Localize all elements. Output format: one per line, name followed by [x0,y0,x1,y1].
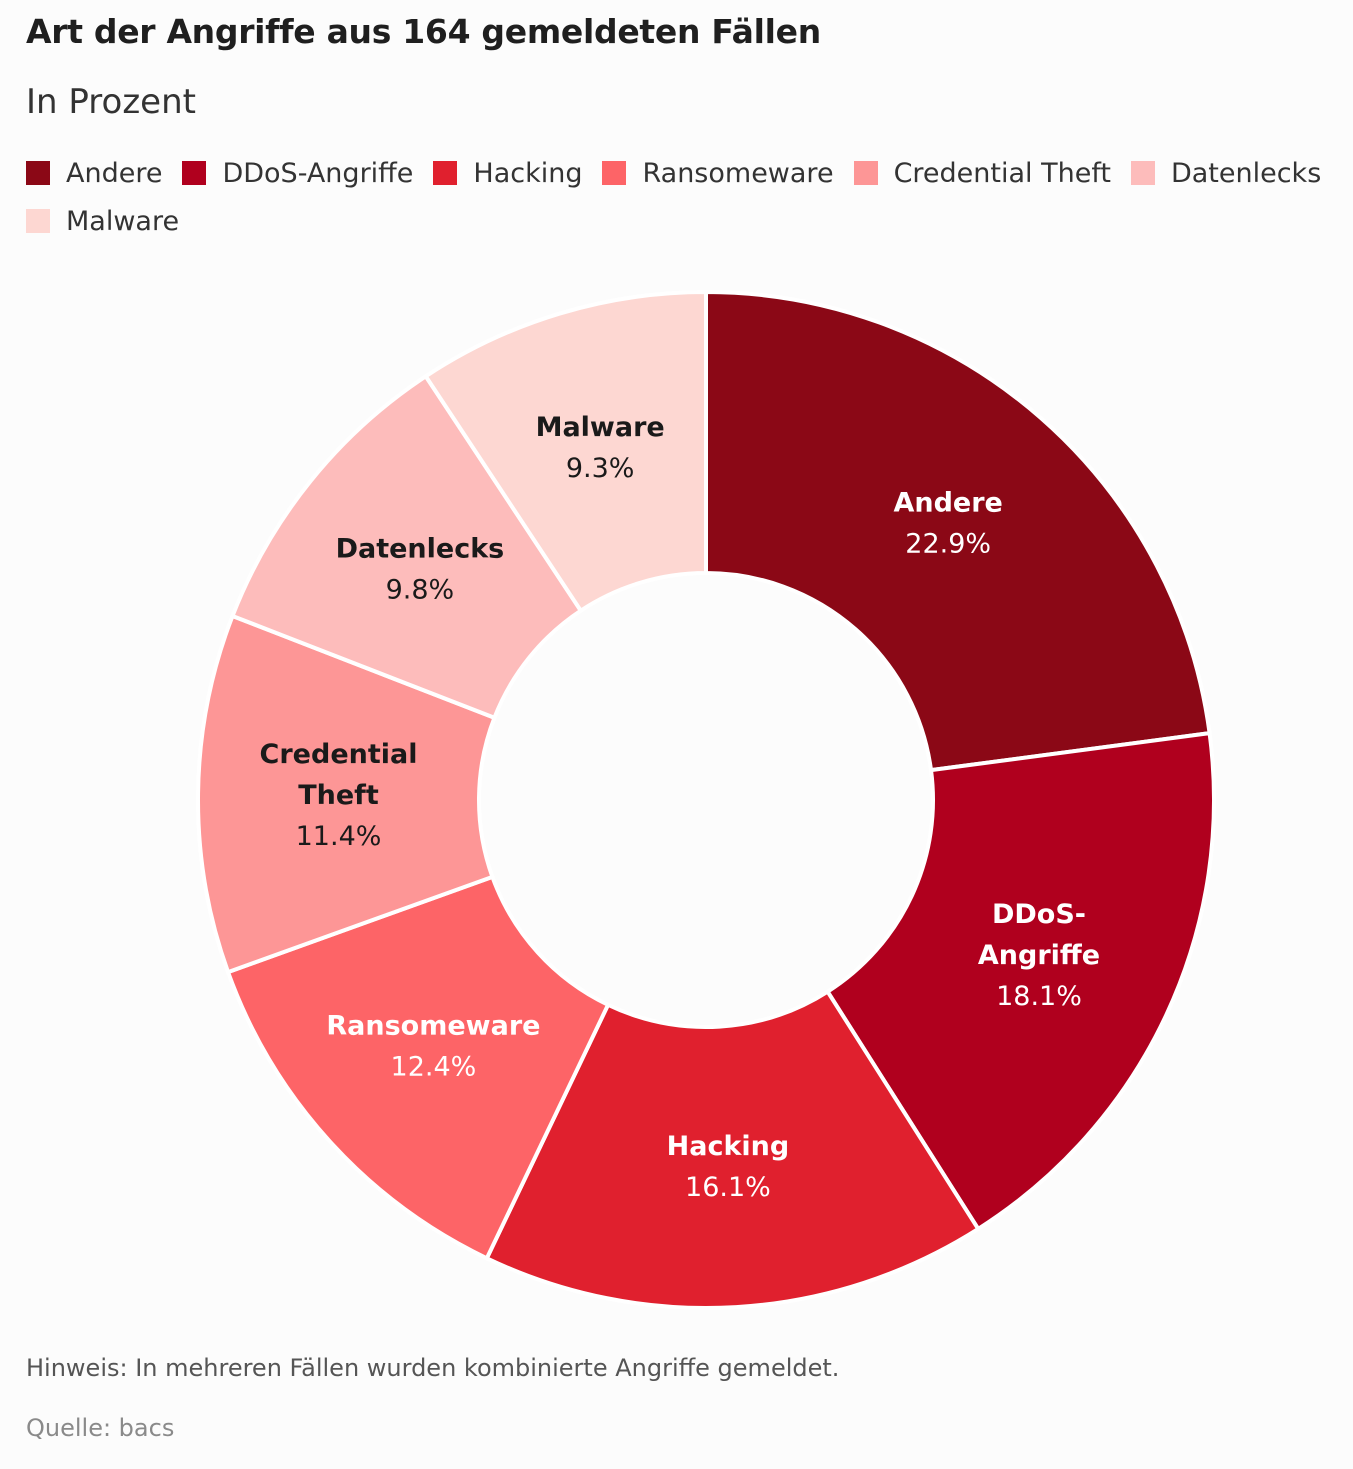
donut-slice [484,988,981,1310]
legend-item: Ransomeware [602,155,834,191]
legend-swatch [26,209,50,233]
legend: Andere DDoS-Angriffe Hacking Ransomeware Cre… [26,155,1346,239]
slice-name-label: DDoS- [992,899,1086,930]
slice-name-label: Ransomeware [326,1010,540,1041]
legend-item: Andere [26,155,162,191]
donut-slice [196,613,498,975]
legend-label: Ransomeware [642,157,834,189]
slice-name-label: Malware [536,412,665,443]
legend-item: Credential Theft [853,155,1111,191]
slice-label: Andere 22.9% [893,488,1002,560]
donut-slice [824,730,1216,1232]
slice-label: Datenlecks 9.8% [336,533,505,605]
slice-value-label: 22.9% [905,529,991,560]
donut-slice [229,373,584,721]
slice-name-label: Hacking [667,1131,790,1162]
donut-slice [704,289,1212,773]
slice-label: Credential Theft 11.4% [260,739,418,852]
slice-value-label: 16.1% [685,1172,771,1203]
slice-value-label: 11.4% [296,821,382,852]
chart-title: Art der Angriffe aus 164 gemeldeten Fäll… [26,12,821,51]
slice-label: Malware 9.3% [536,412,665,484]
legend-item: Malware [26,203,179,239]
slice-label: DDoS- Angriffe 18.1% [978,899,1100,1012]
legend-label: Credential Theft [893,157,1111,189]
chart-subtitle: In Prozent [26,82,196,122]
legend-label: DDoS-Angriffe [222,157,414,189]
slice-name-label: Andere [893,488,1002,519]
slice-name-label: Datenlecks [336,533,505,564]
legend-swatch [1130,161,1155,185]
chart-note: Hinweis: In mehreren Fällen wurden kombi… [26,1354,840,1382]
legend-swatch [26,161,50,185]
legend-swatch [853,161,878,185]
slice-label: Ransomeware 12.4% [326,1010,540,1082]
legend-label: Hacking [473,157,583,189]
legend-swatch [602,161,627,185]
slice-label: Hacking 16.1% [667,1131,790,1203]
slice-name-label: Angriffe [978,940,1100,971]
slice-value-label: 18.1% [996,981,1082,1012]
legend-swatch [182,161,207,185]
legend-item: DDoS-Angriffe [182,155,413,191]
legend-item: Hacking [433,155,582,191]
legend-item: Datenlecks [1130,155,1322,191]
chart-source: Quelle: bacs [26,1414,175,1442]
slice-value-label: 12.4% [391,1051,477,1082]
legend-label: Malware [66,205,180,237]
donut-slice [422,289,708,614]
legend-swatch [433,161,458,185]
legend-label: Datenlecks [1170,157,1322,189]
slice-value-label: 9.3% [566,453,635,484]
donut-slice [225,874,611,1261]
slice-name-label: Credential [260,739,418,770]
legend-label: Andere [66,157,163,189]
slice-value-label: 9.8% [386,574,455,605]
slice-name-label: Theft [298,780,379,811]
